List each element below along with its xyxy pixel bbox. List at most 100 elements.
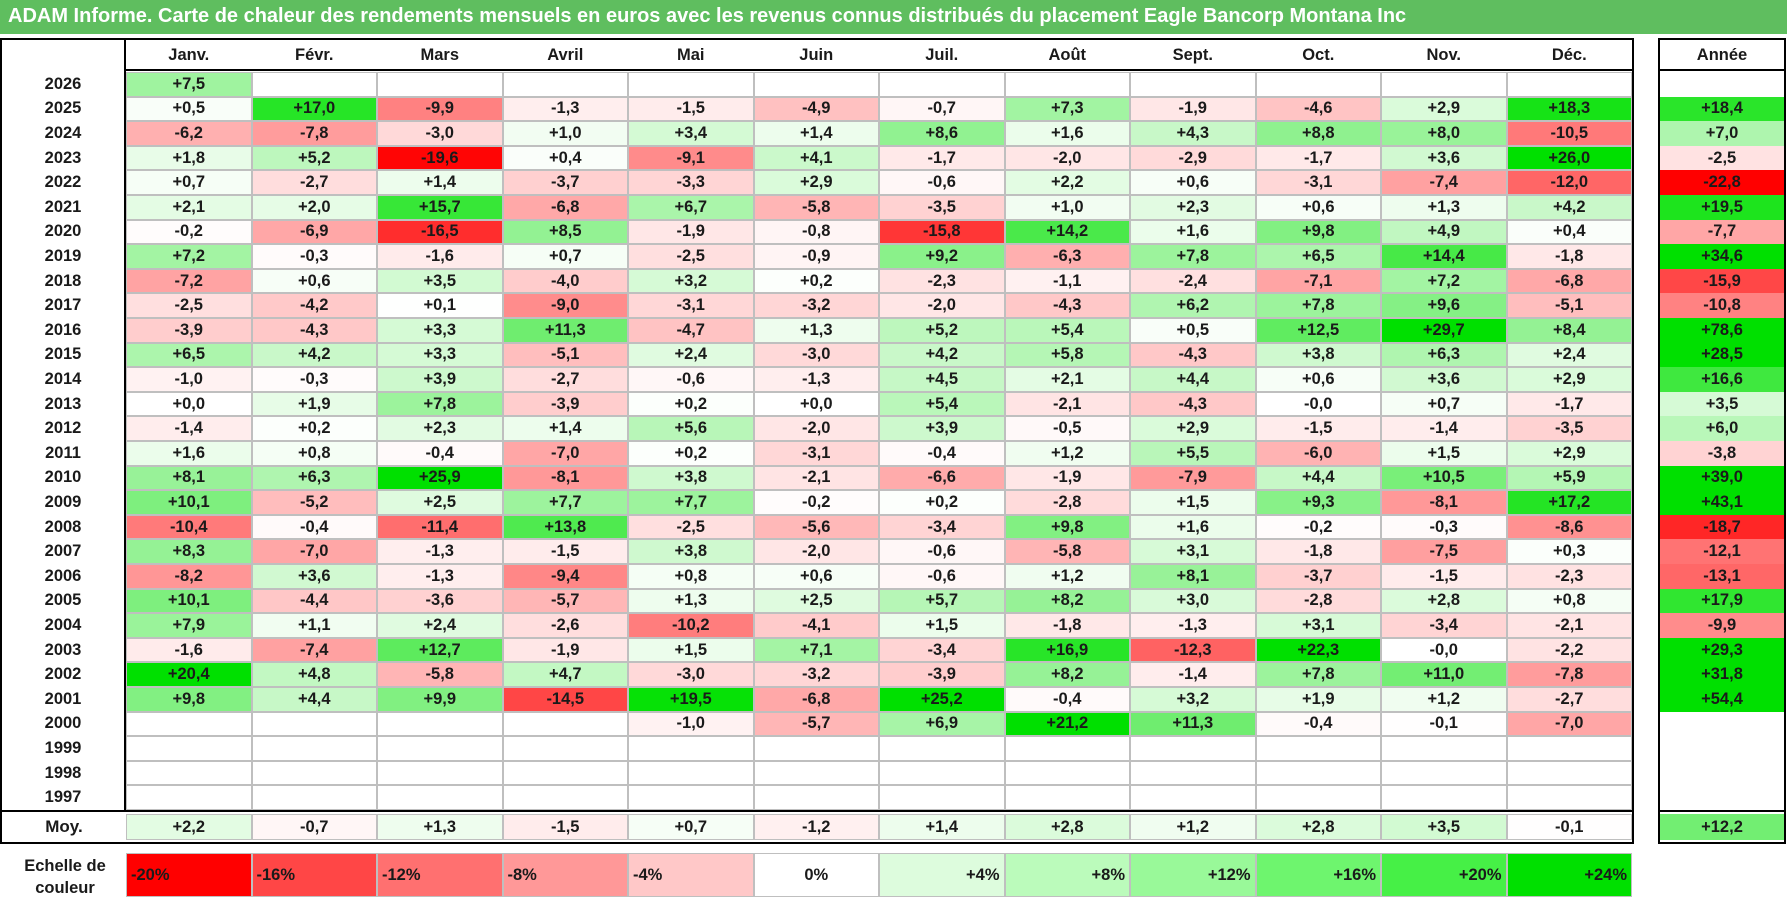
annual-cell: -10,8 (1660, 293, 1784, 318)
annual-cell (1660, 736, 1784, 761)
heatmap-cell: +8,4 (1506, 318, 1632, 343)
average-cell: +2,2 (126, 814, 252, 840)
annual-cell: +16,6 (1660, 367, 1784, 392)
heatmap-cell: +0,6 (1130, 170, 1256, 195)
heatmap-cell: +4,3 (1130, 121, 1256, 146)
heatmap-cell: -6,8 (1506, 268, 1632, 294)
annual-cell: +39,0 (1660, 465, 1784, 491)
annual-cell: +19,5 (1660, 195, 1784, 220)
annual-cell: +7,0 (1660, 121, 1784, 146)
annual-cell: +6,0 (1660, 416, 1784, 441)
heatmap-cell (377, 785, 503, 810)
heatmap-cell (126, 711, 252, 737)
heatmap-cell: -2,8 (1004, 490, 1130, 515)
heatmap-cell: +6,5 (126, 342, 252, 368)
year-label: 2018 (44, 271, 82, 290)
heatmap-cell: +3,2 (628, 268, 754, 294)
title-bar: ADAM Informe. Carte de chaleur des rende… (0, 0, 1787, 34)
annual-cell: -15,9 (1660, 268, 1784, 294)
heatmap-cell: +3,0 (1130, 588, 1256, 614)
annual-cell (1660, 760, 1784, 786)
heatmap-cell: +4,4 (251, 687, 377, 712)
heatmap-cell: -9,1 (628, 145, 754, 171)
heatmap-cell: -1,4 (1130, 662, 1256, 687)
heatmap-cell: -8,1 (502, 465, 628, 491)
heatmap-cell (753, 72, 879, 97)
heatmap-cell: +1,5 (1381, 441, 1507, 466)
heatmap-cell: +8,2 (1004, 588, 1130, 614)
heatmap-cell: -12,3 (1130, 637, 1256, 663)
annual-cell: -3,8 (1660, 441, 1784, 466)
heatmap-cell: -0,0 (1381, 637, 1507, 663)
heatmap-cell: +9,8 (1004, 514, 1130, 540)
heatmap-cell: +5,7 (879, 588, 1005, 614)
heatmap-cell (1381, 72, 1507, 97)
heatmap-cell: +5,4 (879, 391, 1005, 417)
heatmap-cell (1381, 760, 1507, 786)
year-label: 2005 (44, 591, 82, 610)
heatmap-cell: +3,8 (628, 539, 754, 564)
heatmap-cell: -0,3 (1381, 514, 1507, 540)
heatmap-cell: +7,9 (126, 613, 252, 638)
heatmap-cell: +1,6 (1004, 121, 1130, 146)
heatmap-cell: -3,9 (879, 662, 1005, 687)
heatmap-cell: -0,3 (251, 367, 377, 392)
heatmap-cell: -0,4 (1255, 711, 1381, 737)
heatmap-cell: +2,3 (377, 416, 503, 441)
heatmap-cell: -3,0 (377, 121, 503, 146)
heatmap-cell: +8,3 (126, 539, 252, 564)
heatmap-cell: +8,1 (1130, 564, 1256, 589)
heatmap-cell: +3,1 (1130, 539, 1256, 564)
heatmap-cell: +0,5 (126, 96, 252, 122)
heatmap-cell: -0,9 (753, 244, 879, 269)
heatmap-cell: -2,0 (1004, 145, 1130, 171)
heatmap-cell: +4,9 (1381, 219, 1507, 245)
color-scale-step: +4% (879, 853, 1005, 897)
heatmap-cell: -1,9 (1004, 465, 1130, 491)
year-label: 2008 (44, 517, 82, 536)
heatmap-cell: +8,1 (126, 465, 252, 491)
heatmap-cell: +16,9 (1004, 637, 1130, 663)
heatmap-cell (126, 736, 252, 761)
heatmap-cell (1255, 72, 1381, 97)
heatmap-cell: +20,4 (126, 662, 252, 687)
heatmap-cell: -2,1 (1004, 391, 1130, 417)
heatmap-cell: -1,8 (1255, 539, 1381, 564)
year-label: 2012 (44, 419, 82, 438)
heatmap-cell: -1,9 (628, 219, 754, 245)
heatmap-cell: -3,7 (502, 170, 628, 195)
year-label: 2023 (44, 148, 82, 167)
heatmap-cell (1255, 736, 1381, 761)
heatmap-cell: +3,6 (1381, 145, 1507, 171)
heatmap-cell: +29,7 (1381, 318, 1507, 343)
heatmap-cell: -2,7 (1506, 687, 1632, 712)
heatmap-cell: +11,3 (1130, 711, 1256, 737)
heatmap-cell: +1,0 (1004, 195, 1130, 220)
annual-cell: -2,5 (1660, 145, 1784, 171)
heatmap-cell (879, 760, 1005, 786)
heatmap-cell (628, 760, 754, 786)
heatmap-cell: -3,1 (753, 441, 879, 466)
heatmap-cell: -5,8 (1004, 539, 1130, 564)
annual-cell: -9,9 (1660, 613, 1784, 638)
heatmap-cell: -3,3 (628, 170, 754, 195)
year-label: 2003 (44, 640, 82, 659)
heatmap-cell: -5,7 (753, 711, 879, 737)
heatmap-cell: -7,0 (251, 539, 377, 564)
heatmap-cell: -2,1 (753, 465, 879, 491)
heatmap-cell: +12,7 (377, 637, 503, 663)
heatmap-cell: +1,2 (1004, 441, 1130, 466)
color-scale-step: -8% (502, 853, 628, 897)
month-header: Juil. (925, 46, 959, 64)
heatmap-cell: -10,4 (126, 514, 252, 540)
heatmap-cell: -7,1 (1255, 268, 1381, 294)
heatmap-cell: -11,4 (377, 514, 503, 540)
heatmap-cell: -1,1 (1004, 268, 1130, 294)
heatmap-cell: -7,5 (1381, 539, 1507, 564)
heatmap-cell: +7,2 (126, 244, 252, 269)
heatmap-cell (502, 785, 628, 810)
heatmap-cell: +2,9 (1506, 441, 1632, 466)
heatmap-cell: +1,6 (126, 441, 252, 466)
year-label: 1997 (44, 788, 82, 807)
heatmap-cell (1130, 785, 1256, 810)
